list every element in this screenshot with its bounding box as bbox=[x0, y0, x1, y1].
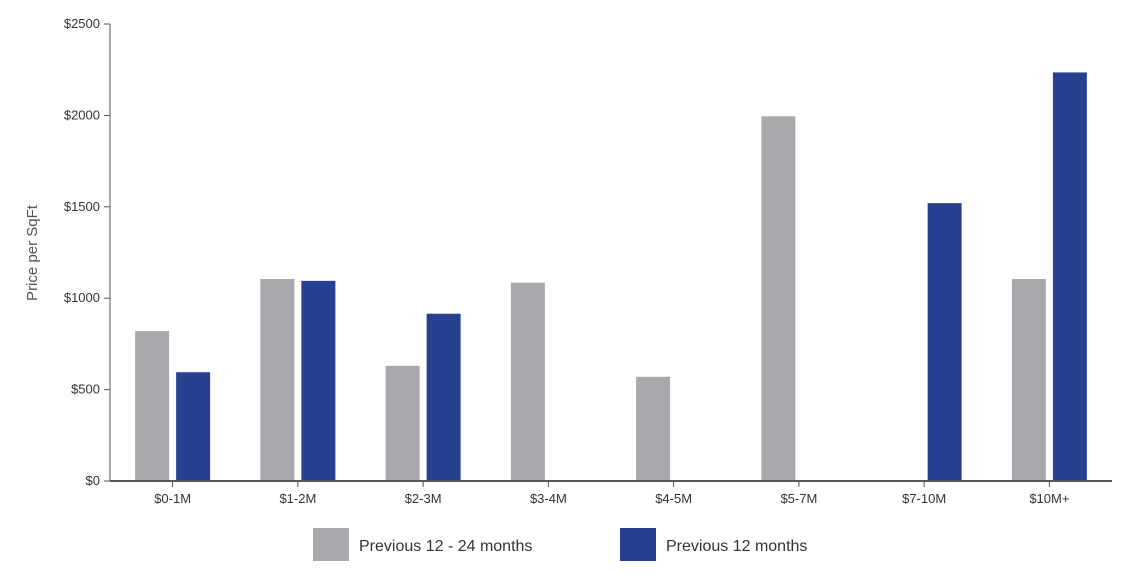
bar-prev-12-24-3 bbox=[510, 282, 545, 481]
legend-label: Previous 12 - 24 months bbox=[359, 538, 532, 555]
x-tick-label: $0-1M bbox=[154, 491, 191, 506]
y-tick-label: $2500 bbox=[64, 16, 100, 31]
bar-prev-12-24-4 bbox=[636, 376, 671, 481]
y-tick-label: $2000 bbox=[64, 107, 100, 122]
x-tick-label: $2-3M bbox=[405, 491, 442, 506]
y-tick-label: $1500 bbox=[64, 199, 100, 214]
legend: Previous 12 - 24 months Previous 12 month… bbox=[313, 528, 807, 561]
bar-prev-12-24-2 bbox=[385, 365, 420, 481]
y-axis-title: Price per SqFt bbox=[24, 204, 41, 301]
bar-prev-12-0 bbox=[176, 372, 211, 481]
x-tick-label: $1-2M bbox=[279, 491, 316, 506]
x-tick-label: $4-5M bbox=[655, 491, 692, 506]
bar-prev-12-1 bbox=[301, 280, 336, 481]
y-tick-label: $500 bbox=[71, 382, 100, 397]
bar-prev-12-24-5 bbox=[761, 116, 796, 482]
x-tick-label: $10M+ bbox=[1029, 491, 1069, 506]
legend-swatch bbox=[313, 528, 349, 561]
legend-label: Previous 12 months bbox=[666, 538, 807, 555]
bar-prev-12-24-0 bbox=[135, 331, 170, 481]
bar-prev-12-24-1 bbox=[260, 279, 295, 481]
legend-swatch bbox=[620, 528, 656, 561]
y-tick-label: $0 bbox=[86, 473, 100, 488]
bar-prev-12-24-7 bbox=[1011, 279, 1046, 481]
x-tick-label: $5-7M bbox=[780, 491, 817, 506]
bar-prev-12-2 bbox=[426, 313, 461, 481]
bar-prev-12-6 bbox=[927, 203, 962, 482]
x-axis: $0-1M $1-2M $2-3M $3-4M $4-5M $5-7M $7-10M $10M… bbox=[110, 480, 1112, 506]
y-axis: $0 $500 $1000 $1500 $2000 $2500 bbox=[64, 16, 111, 488]
bar-prev-12-7 bbox=[1052, 72, 1087, 481]
x-tick-label: $7-10M bbox=[902, 491, 946, 506]
y-tick-label: $1000 bbox=[64, 290, 100, 305]
bars bbox=[135, 72, 1087, 482]
x-tick-label: $3-4M bbox=[530, 491, 567, 506]
